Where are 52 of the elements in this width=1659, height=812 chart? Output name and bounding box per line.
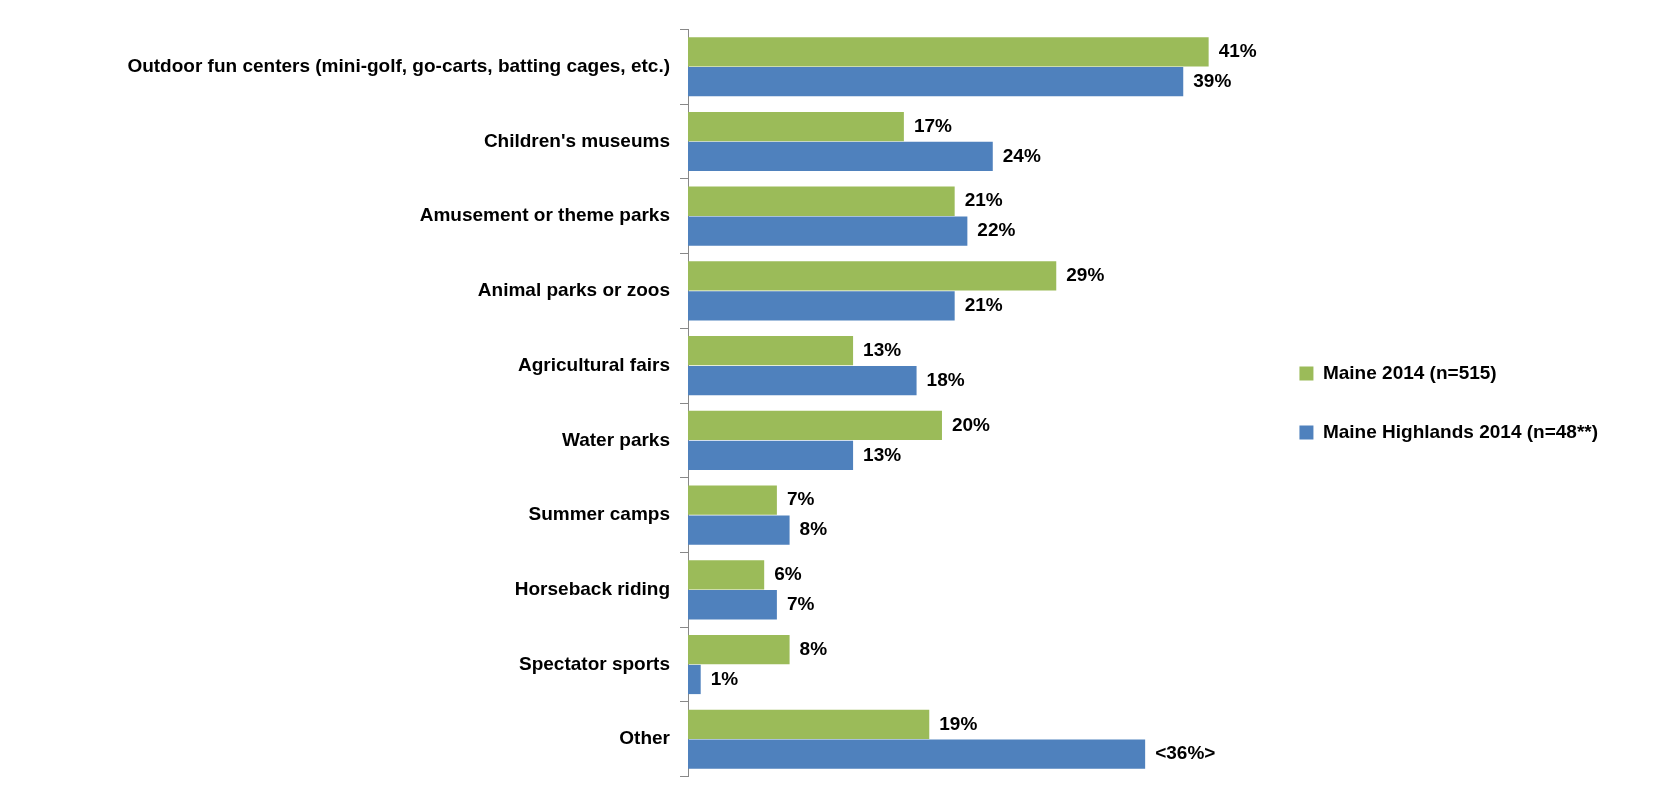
bar [688,336,854,366]
data-label: 29% [1066,264,1105,286]
bar [688,410,942,441]
bar [688,560,765,590]
y-tick-label: Children's museums [483,129,670,151]
bar [688,515,790,545]
data-label: 41% [1218,40,1257,62]
y-tick-label: Amusement or theme parks [419,204,670,226]
data-label: 20% [951,413,991,435]
bar [688,590,777,620]
y-tick-label: Outdoor fun centers (mini-golf, go-carts, batting cages, etc.) [127,54,670,76]
data-label: 13% [863,443,902,465]
y-tick-label: Other [619,727,671,749]
bar [688,291,955,321]
bar [688,739,1146,769]
data-label: 39% [1193,69,1232,91]
data-label: 6% [774,563,802,585]
data-label: 18% [926,368,965,390]
data-label: 1% [710,667,739,689]
bar [688,365,917,396]
legend-label: Maine 2014 (n=515) [1322,361,1497,383]
y-tick-label: Water parks [561,428,670,450]
y-tick-label: Horseback riding [514,578,670,600]
data-label: 13% [863,338,902,360]
bar [688,111,904,142]
bar [688,216,968,246]
bar [688,186,955,216]
legend-label: Maine Highlands 2014 (n=48**) [1322,420,1599,442]
data-label: 17% [913,114,953,136]
y-tick-label: Spectator sports [519,652,670,674]
y-tick-label: Animal parks or zoos [477,279,670,301]
data-label: 22% [977,219,1016,241]
bar [688,67,1184,97]
bar [688,261,1057,291]
bar [688,709,930,739]
data-label: 8% [799,637,828,659]
data-label: 7% [786,488,815,510]
bar [688,485,777,515]
bar [688,37,1209,67]
data-label: 7% [786,592,815,614]
data-label: 21% [964,189,1003,211]
bar [688,634,790,665]
data-label: 21% [964,294,1003,316]
data-label: 19% [939,712,978,734]
data-label: 24% [1002,144,1041,166]
data-label: <36%> [1155,742,1216,764]
y-tick-label: Agricultural fairs [517,353,670,375]
y-tick-label: Summer camps [528,503,670,525]
data-label: 8% [799,518,828,540]
bar [688,664,701,695]
bar [688,141,993,172]
bar [688,440,854,470]
